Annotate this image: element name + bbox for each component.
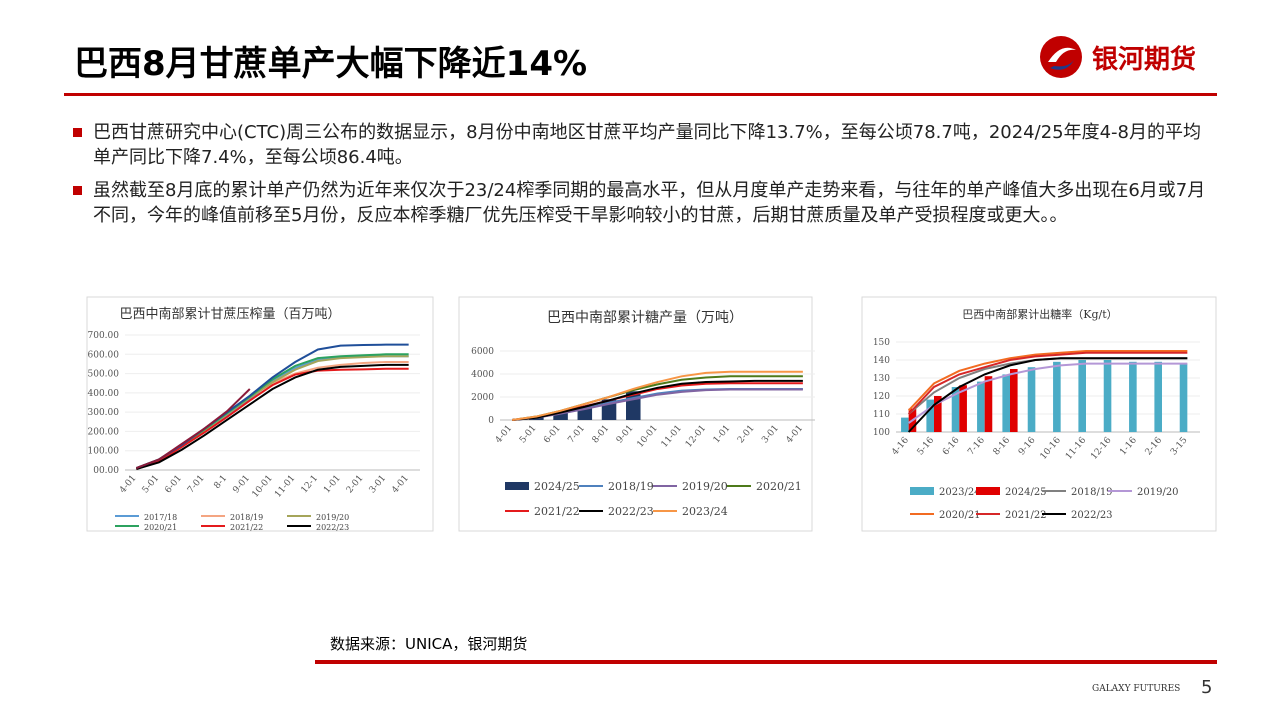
brand: GALAXY FUTURES [1092,684,1181,694]
bar [1129,361,1137,432]
legend-label: 2021/22 [230,523,263,532]
y-tick-label: 600.00 [88,350,120,360]
y-tick-label: 110 [873,410,890,420]
legend-swatch [976,487,1000,495]
y-tick-label: 0 [488,416,494,426]
bullet-text: 巴西甘蔗研究中心(CTC)周三公布的数据显示，8月份中南地区甘蔗平均产量同比下降… [93,122,1202,168]
line [135,388,251,470]
bar [951,387,960,432]
line [907,350,1188,412]
line [511,370,803,421]
legend-swatch [505,482,529,490]
bar [926,399,934,432]
bar [553,411,568,420]
y-tick-label: 400.00 [88,389,120,399]
page-number: 5 [1201,677,1213,698]
line [512,379,803,421]
legend-label: 2022/23 [1071,510,1113,521]
bar [1010,369,1018,432]
logo: 银河期货 [1038,34,1196,80]
bar [934,396,942,432]
bar [1179,363,1188,432]
y-tick-label: 500.00 [88,370,120,380]
bar [1053,361,1061,432]
footer-rule [315,660,1217,664]
bar [959,385,967,432]
y-tick-label: 130 [873,374,890,384]
y-tick-label: 150 [873,338,890,348]
y-tick-label: 100.00 [88,447,120,457]
bar [1103,360,1112,432]
logo-icon [1040,36,1082,78]
legend-label: 2019/20 [682,480,728,493]
legend-label: 2023/24 [939,487,981,498]
legend-label: 2019/20 [1137,487,1179,498]
legend-label: 2018/19 [608,480,654,493]
y-tick-label: 100 [873,428,890,438]
legend-label: 2022/23 [608,505,654,518]
legend-label: 2024/25 [534,480,580,493]
bar [1027,367,1036,432]
y-tick-label: 4000 [471,370,494,380]
y-tick-label: 00.00 [93,466,119,476]
charts: 巴西中南部累计甘蔗压榨量（百万吨） 00.00 100.00 200.00 300.00… [86,296,1217,532]
line [136,367,409,470]
chart-title: 巴西中南部累计糖产量（万吨） [547,310,743,326]
legend-label: 2018/19 [1071,487,1113,498]
bar [901,417,909,432]
bar [984,376,993,432]
bar [1002,374,1010,432]
legend-label: 2020/21 [756,480,802,493]
y-tick-label: 300.00 [88,408,120,418]
legend-label: 2022/23 [316,523,349,532]
chart-frame [86,296,434,532]
line [908,362,1188,424]
legend-label: 2018/19 [230,513,263,522]
y-tick-label: 700.00 [88,331,120,341]
bullet-text: 虽然截至8月底的累计单产仍然为近年来仅次于23/24榨季同期的最高水平，但从月度… [93,180,1206,226]
legend-label: 2019/20 [316,513,349,522]
legend-label: 2017/18 [144,513,177,522]
slide-title: 巴西8月甘蔗单产大幅下降近14% [74,44,588,84]
y-tick-label: 6000 [471,347,494,357]
legend-label: 2021/22 [1005,510,1047,521]
bar [1078,360,1086,432]
legend-label: 2021/22 [534,505,580,518]
legend-swatch [910,487,934,495]
bar [977,381,985,432]
line [512,388,803,421]
y-tick-label: 200.00 [88,427,120,437]
legend-label: 2020/21 [939,510,981,521]
y-tick-label: 2000 [471,393,494,403]
legend-label: 2020/21 [144,523,177,532]
source: 数据来源：UNICA，银河期货 [330,635,528,653]
line [136,363,409,470]
y-tick-label: 120 [873,392,890,402]
bullet: 巴西甘蔗研究中心(CTC)周三公布的数据显示，8月份中南地区甘蔗平均产量同比下降… [73,120,1213,170]
line [907,357,1188,433]
line [907,351,1188,415]
legend-label: 2023/24 [682,505,728,518]
logo-text: 银河期货 [1092,44,1197,75]
legend-label: 2024/25 [1005,487,1047,498]
chart-title: 巴西中南部累计甘蔗压榨量（百万吨） [119,306,340,322]
bar [1154,361,1162,432]
y-tick-label: 140 [873,356,890,366]
header-rule [64,93,1217,96]
bullet: 虽然截至8月底的累计单产仍然为近年来仅次于23/24榨季同期的最高水平，但从月度… [73,178,1213,228]
chart-title: 巴西中南部累计出糖率（Kg/t） [962,307,1117,321]
